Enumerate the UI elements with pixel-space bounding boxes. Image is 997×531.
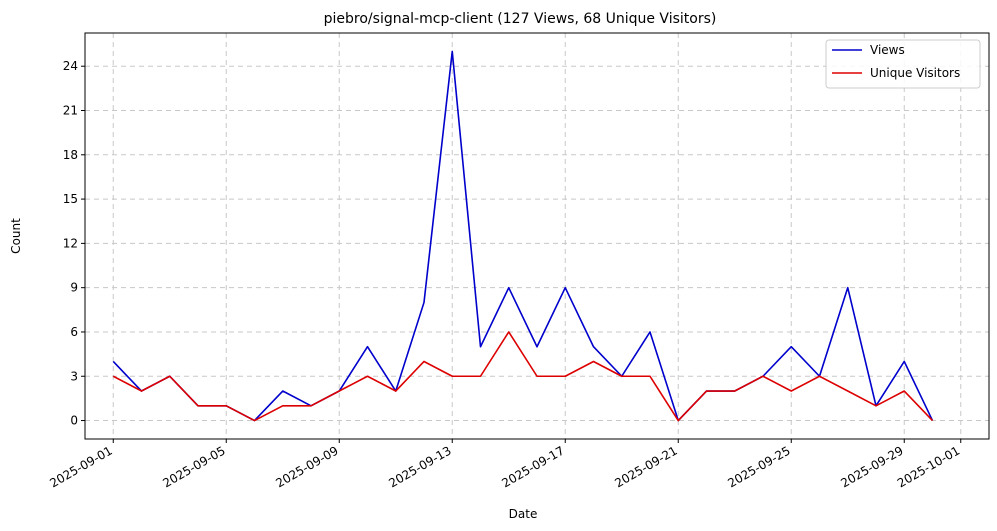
legend-label-unique-visitors: Unique Visitors xyxy=(870,66,960,80)
x-tick-label: 2025-09-25 xyxy=(725,443,792,490)
x-tick-label: 2025-09-13 xyxy=(386,443,453,490)
x-tick-label: 2025-09-05 xyxy=(160,443,227,490)
x-tick-label: 2025-09-09 xyxy=(273,443,340,490)
y-tick-label: 6 xyxy=(70,325,78,339)
plot-frame xyxy=(84,32,990,440)
y-tick-label: 0 xyxy=(70,414,78,428)
x-axis: 2025-09-01 2025-09-05 2025-09-09 2025-09-13… xyxy=(47,439,962,490)
series-line-views xyxy=(112,50,934,422)
series-lines xyxy=(112,50,934,422)
x-tick-label: 2025-09-01 xyxy=(47,443,114,490)
y-tick-label: 15 xyxy=(63,192,78,206)
chart-title: piebro/signal-mcp-client (127 Views, 68 … xyxy=(324,11,717,27)
y-tick-label: 3 xyxy=(70,369,78,383)
y-tick-label: 24 xyxy=(63,59,78,73)
x-tick-label: 2025-09-17 xyxy=(499,443,566,490)
legend: Views Unique Visitors xyxy=(825,39,981,89)
x-tick-label: 2025-10-01 xyxy=(895,443,962,490)
x-tick-label: 2025-09-21 xyxy=(612,443,679,490)
legend-label-views: Views xyxy=(870,43,905,57)
y-tick-label: 21 xyxy=(63,104,78,118)
x-tick-label: 2025-09-29 xyxy=(838,443,905,490)
legend-box xyxy=(825,39,981,89)
series-line-unique-visitors xyxy=(112,331,934,422)
y-tick-label: 18 xyxy=(63,148,78,162)
y-axis-label: Count xyxy=(9,218,23,254)
x-axis-label: Date xyxy=(509,507,538,521)
grid xyxy=(85,33,989,439)
y-tick-label: 12 xyxy=(63,236,78,250)
y-axis: 0 3 6 9 12 15 18 21 24 xyxy=(63,59,85,428)
y-tick-label: 9 xyxy=(70,281,78,295)
